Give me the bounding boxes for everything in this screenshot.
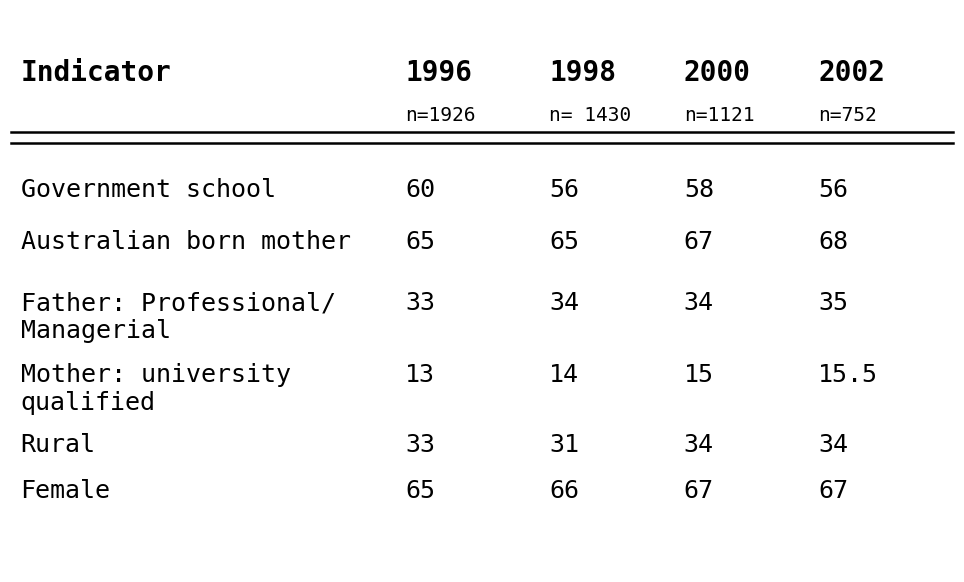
- Text: n=1926: n=1926: [405, 106, 475, 125]
- Text: 67: 67: [683, 230, 714, 254]
- Text: Mother: university
qualified: Mother: university qualified: [20, 363, 290, 415]
- Text: Female: Female: [20, 479, 111, 503]
- Text: Australian born mother: Australian born mother: [20, 230, 351, 254]
- Text: 66: 66: [549, 479, 579, 503]
- Text: Indicator: Indicator: [20, 59, 172, 87]
- Text: 14: 14: [549, 363, 579, 388]
- Text: 2002: 2002: [818, 59, 885, 87]
- Text: 68: 68: [818, 230, 848, 254]
- Text: 35: 35: [818, 291, 848, 315]
- Text: 1998: 1998: [549, 59, 616, 87]
- Text: n= 1430: n= 1430: [549, 106, 631, 125]
- Text: 34: 34: [818, 433, 848, 457]
- Text: 65: 65: [405, 479, 435, 503]
- Text: 56: 56: [549, 178, 579, 202]
- Text: n=752: n=752: [818, 106, 877, 125]
- Text: 56: 56: [818, 178, 848, 202]
- Text: 34: 34: [683, 291, 714, 315]
- Text: Father: Professional/
Managerial: Father: Professional/ Managerial: [20, 291, 335, 343]
- Text: 1996: 1996: [405, 59, 472, 87]
- Text: 33: 33: [405, 291, 435, 315]
- Text: 65: 65: [405, 230, 435, 254]
- Text: Rural: Rural: [20, 433, 95, 457]
- Text: Government school: Government school: [20, 178, 276, 202]
- Text: 65: 65: [549, 230, 579, 254]
- Text: 33: 33: [405, 433, 435, 457]
- Text: 2000: 2000: [683, 59, 751, 87]
- Text: 67: 67: [818, 479, 848, 503]
- Text: 34: 34: [549, 291, 579, 315]
- Text: 67: 67: [683, 479, 714, 503]
- Text: 34: 34: [683, 433, 714, 457]
- Text: 13: 13: [405, 363, 435, 388]
- Text: 31: 31: [549, 433, 579, 457]
- Text: 15: 15: [683, 363, 714, 388]
- Text: 58: 58: [683, 178, 714, 202]
- Text: n=1121: n=1121: [683, 106, 755, 125]
- Text: 60: 60: [405, 178, 435, 202]
- Text: 15.5: 15.5: [818, 363, 878, 388]
